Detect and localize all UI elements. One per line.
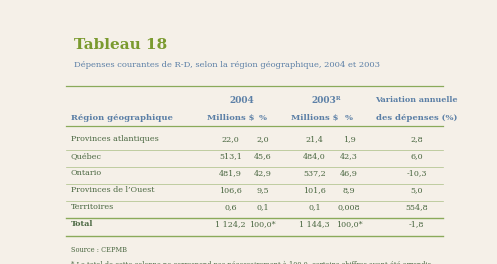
Text: Millions $: Millions $ xyxy=(291,114,338,122)
Text: 46,9: 46,9 xyxy=(340,169,358,177)
Text: 21,4: 21,4 xyxy=(306,135,324,143)
Text: 484,0: 484,0 xyxy=(303,152,326,160)
Text: des dépenses (%): des dépenses (%) xyxy=(376,114,457,122)
Text: Provinces de l’Ouest: Provinces de l’Ouest xyxy=(71,186,154,194)
Text: 9,5: 9,5 xyxy=(256,186,269,194)
Text: 2,0: 2,0 xyxy=(256,135,269,143)
Text: 22,0: 22,0 xyxy=(222,135,240,143)
Text: 0,6: 0,6 xyxy=(224,203,237,211)
Text: 1 124,2: 1 124,2 xyxy=(215,220,246,228)
Text: 537,2: 537,2 xyxy=(303,169,326,177)
Text: 1 144,3: 1 144,3 xyxy=(299,220,330,228)
Text: 0,008: 0,008 xyxy=(338,203,360,211)
Text: 481,9: 481,9 xyxy=(219,169,242,177)
Text: 42,9: 42,9 xyxy=(253,169,271,177)
Text: 6,0: 6,0 xyxy=(410,152,423,160)
Text: Variation annuelle: Variation annuelle xyxy=(375,96,458,104)
Text: 1,9: 1,9 xyxy=(343,135,355,143)
Text: 106,6: 106,6 xyxy=(219,186,242,194)
Text: Ontario: Ontario xyxy=(71,169,102,177)
Text: Région géographique: Région géographique xyxy=(71,114,172,122)
Text: -10,3: -10,3 xyxy=(406,169,427,177)
Text: Source : CEPMB: Source : CEPMB xyxy=(71,246,127,254)
Text: Total: Total xyxy=(71,220,93,228)
Text: 8,9: 8,9 xyxy=(343,186,355,194)
Text: Québec: Québec xyxy=(71,152,101,160)
Text: 2,8: 2,8 xyxy=(410,135,423,143)
Text: 513,1: 513,1 xyxy=(219,152,242,160)
Text: -1,8: -1,8 xyxy=(409,220,424,228)
Text: 100,0*: 100,0* xyxy=(249,220,276,228)
Text: * Le total de cette colonne ne correspond pas nécessairement à 100,0, certains c: * Le total de cette colonne ne correspon… xyxy=(71,261,433,264)
Text: 100,0*: 100,0* xyxy=(336,220,362,228)
Text: Millions $: Millions $ xyxy=(207,114,254,122)
Text: Dépenses courantes de R-D, selon la région géographique, 2004 et 2003: Dépenses courantes de R-D, selon la régi… xyxy=(74,61,380,69)
Text: %: % xyxy=(258,114,266,122)
Text: 101,6: 101,6 xyxy=(303,186,326,194)
Text: 554,8: 554,8 xyxy=(405,203,428,211)
Text: 0,1: 0,1 xyxy=(256,203,269,211)
Text: Territoires: Territoires xyxy=(71,203,114,211)
Text: Tableau 18: Tableau 18 xyxy=(74,38,167,52)
Text: Provinces atlantiques: Provinces atlantiques xyxy=(71,135,159,143)
Text: %: % xyxy=(345,114,353,122)
Text: 0,1: 0,1 xyxy=(308,203,321,211)
Text: 42,3: 42,3 xyxy=(340,152,358,160)
Text: 2003ᴿ: 2003ᴿ xyxy=(311,96,341,105)
Text: 45,6: 45,6 xyxy=(253,152,271,160)
Text: 5,0: 5,0 xyxy=(410,186,423,194)
Text: 2004: 2004 xyxy=(230,96,254,105)
